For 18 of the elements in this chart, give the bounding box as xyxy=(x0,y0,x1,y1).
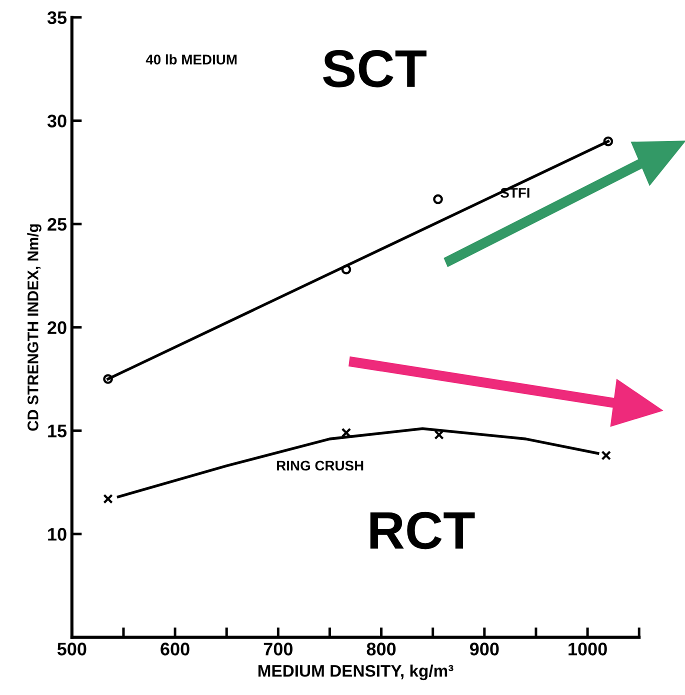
y-tick-label: 30 xyxy=(47,114,66,128)
x-tick-label: 900 xyxy=(470,642,499,656)
annotation: RCT xyxy=(370,512,475,550)
x-tick-label: 1000 xyxy=(568,642,607,656)
x-axis-title: MEDIUM DENSITY, kg/m³ xyxy=(258,664,454,680)
y-tick-label: 25 xyxy=(48,218,67,231)
x-tick-label: 500 xyxy=(57,642,86,656)
y-tick-label: 15 xyxy=(48,424,67,438)
x-tick-label: 800 xyxy=(366,642,396,656)
annotation: RING CRUSH xyxy=(277,460,364,471)
y-tick-label: 35 xyxy=(47,11,67,24)
annotation: SCT xyxy=(323,50,426,88)
y-tick-label: 10 xyxy=(48,528,66,541)
y-axis-title: CD STRENGTH INDEX, Nm/g xyxy=(27,224,42,431)
y-tick-label: 20 xyxy=(48,321,66,334)
annotation: 40 lb MEDIUM xyxy=(146,54,237,64)
x-tick-label: 700 xyxy=(264,642,292,656)
x-tick-label: 600 xyxy=(160,642,190,656)
